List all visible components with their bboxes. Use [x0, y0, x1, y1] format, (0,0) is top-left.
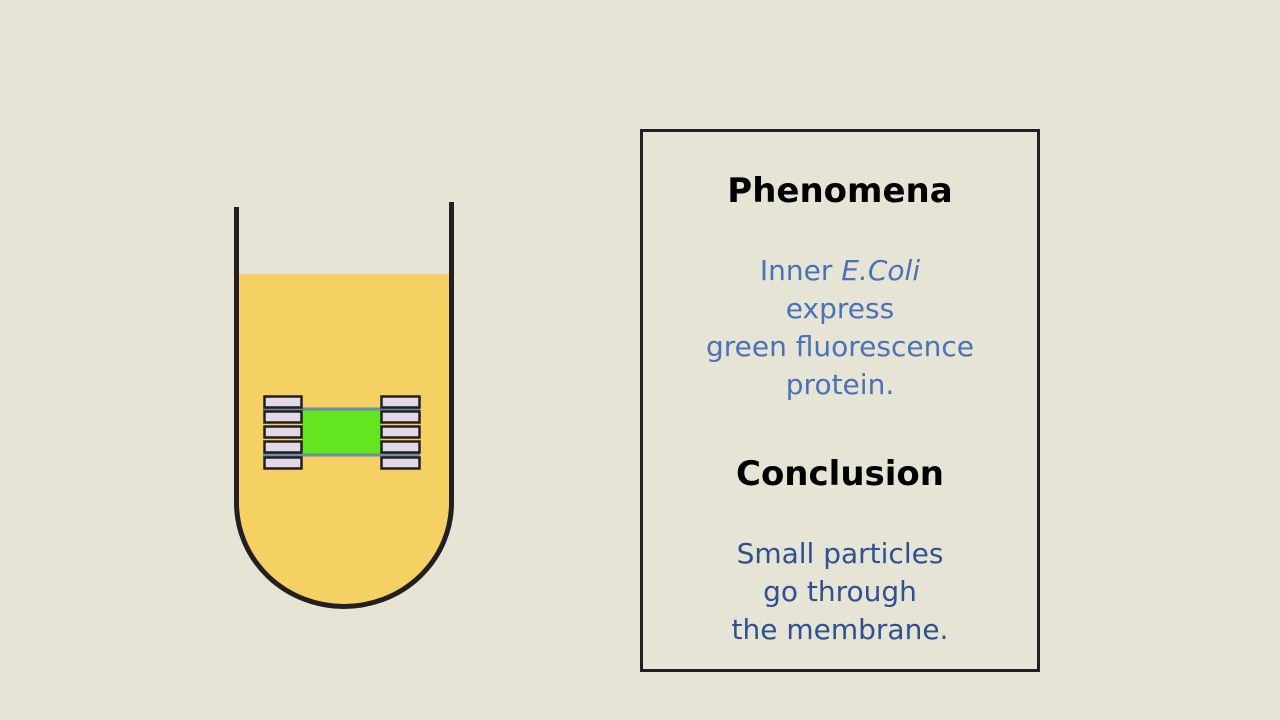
phenomena-heading: Phenomena [727, 171, 953, 211]
conclusion-line-3: the membrane. [731, 613, 949, 646]
right-clip [380, 425, 421, 439]
conclusion-line-1: Small particles [736, 537, 944, 570]
results-panel: Phenomena Inner E.Coli express green flu… [640, 129, 1040, 672]
phenomena-line-1: Inner E.Coli [643, 252, 1037, 290]
phenomena-line-2: express [785, 292, 895, 325]
conclusion-text: Small particles go through the membrane. [643, 535, 1037, 649]
left-clip [263, 456, 303, 470]
membrane-green-chamber [302, 410, 381, 454]
right-clip [380, 395, 421, 409]
right-clip-stack [380, 395, 421, 470]
phenomena-line-4: protein. [785, 368, 895, 401]
right-clip [380, 440, 421, 454]
left-clip [263, 425, 303, 439]
phenomena-text: Inner E.Coli express green fluorescence … [643, 252, 1037, 404]
left-clip-stack [263, 395, 303, 470]
membrane-device [263, 395, 421, 470]
phenomena-line-1-prefix: Inner [759, 254, 842, 287]
right-clip [380, 456, 421, 470]
right-clip [380, 410, 421, 424]
ecoli-term: E.Coli [841, 254, 921, 287]
tube-outline [234, 202, 454, 609]
left-clip [263, 440, 303, 454]
conclusion-line-2: go through [763, 575, 917, 608]
left-clip [263, 395, 303, 409]
conclusion-heading: Conclusion [736, 454, 944, 494]
phenomena-line-3: green fluorescence [706, 330, 974, 363]
left-clip [263, 410, 303, 424]
